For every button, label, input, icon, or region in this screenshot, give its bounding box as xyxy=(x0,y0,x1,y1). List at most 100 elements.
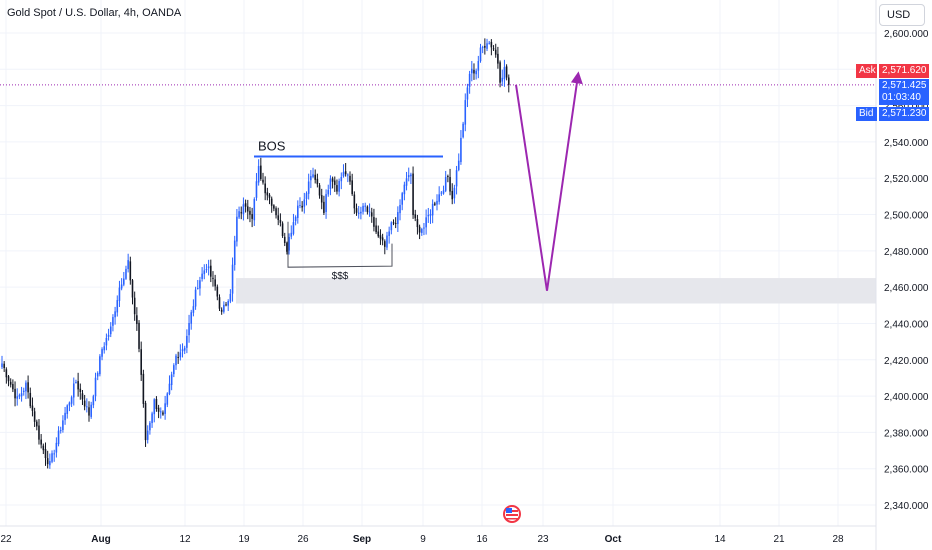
candle[interactable] xyxy=(447,174,449,183)
candle[interactable] xyxy=(318,183,321,199)
candle[interactable] xyxy=(316,173,319,188)
candle[interactable] xyxy=(46,450,49,469)
candle[interactable] xyxy=(342,164,345,178)
candle[interactable] xyxy=(99,354,101,377)
candle[interactable] xyxy=(162,410,164,416)
candle[interactable] xyxy=(449,168,451,196)
candle[interactable] xyxy=(18,393,21,400)
candle[interactable] xyxy=(370,207,373,223)
candle[interactable] xyxy=(77,372,79,397)
candle[interactable] xyxy=(283,232,286,247)
candle[interactable] xyxy=(466,83,469,108)
candle[interactable] xyxy=(425,209,427,235)
candle[interactable] xyxy=(373,208,375,232)
candle[interactable] xyxy=(255,173,258,201)
candle[interactable] xyxy=(444,170,447,193)
candle[interactable] xyxy=(453,184,456,204)
candle[interactable] xyxy=(103,342,106,354)
candle[interactable] xyxy=(266,187,269,201)
candle[interactable] xyxy=(40,434,42,449)
candle[interactable] xyxy=(66,404,69,419)
candle[interactable] xyxy=(486,38,488,52)
candle[interactable] xyxy=(157,404,160,419)
candle[interactable] xyxy=(320,188,323,210)
candle[interactable] xyxy=(244,199,247,213)
candle[interactable] xyxy=(503,59,506,87)
candle[interactable] xyxy=(294,215,297,226)
candle[interactable] xyxy=(181,343,184,358)
candle[interactable] xyxy=(107,328,110,341)
candle[interactable] xyxy=(464,93,467,132)
candle[interactable] xyxy=(159,407,162,419)
price-axis[interactable]: 2,600.0002,580.0002,560.0002,540.0002,52… xyxy=(884,29,929,512)
candle[interactable] xyxy=(125,265,127,280)
candle[interactable] xyxy=(434,201,436,206)
candle[interactable] xyxy=(410,172,412,185)
candle[interactable] xyxy=(397,206,399,232)
candle[interactable] xyxy=(170,371,173,391)
candle[interactable] xyxy=(55,437,58,458)
candle[interactable] xyxy=(31,397,34,417)
candle[interactable] xyxy=(381,233,384,246)
candle[interactable] xyxy=(123,271,125,287)
candle[interactable] xyxy=(288,233,290,255)
candle[interactable] xyxy=(240,206,243,220)
candle[interactable] xyxy=(431,199,434,224)
candle[interactable] xyxy=(51,450,53,464)
candle[interactable] xyxy=(183,345,186,355)
candle[interactable] xyxy=(49,453,51,469)
candle[interactable] xyxy=(168,375,171,396)
candle[interactable] xyxy=(57,426,60,447)
candle[interactable] xyxy=(227,299,229,312)
candle[interactable] xyxy=(175,353,177,370)
candle[interactable] xyxy=(86,398,88,413)
candle[interactable] xyxy=(149,420,151,435)
candle[interactable] xyxy=(220,307,223,315)
candle[interactable] xyxy=(401,191,403,211)
candle[interactable] xyxy=(364,202,367,212)
candle[interactable] xyxy=(299,197,301,209)
candle[interactable] xyxy=(118,280,121,307)
candle[interactable] xyxy=(192,299,195,317)
candle[interactable] xyxy=(7,375,10,387)
candle[interactable] xyxy=(33,407,36,427)
candle[interactable] xyxy=(75,379,77,384)
candle[interactable] xyxy=(179,344,182,361)
candle[interactable] xyxy=(273,204,275,212)
candle[interactable] xyxy=(333,176,336,192)
candle[interactable] xyxy=(68,401,71,412)
candle[interactable] xyxy=(327,184,330,197)
candle[interactable] xyxy=(362,203,364,215)
candle[interactable] xyxy=(151,411,153,428)
candle[interactable] xyxy=(423,222,425,236)
candle[interactable] xyxy=(349,171,351,185)
candle[interactable] xyxy=(251,207,253,228)
candle[interactable] xyxy=(312,167,314,179)
projection-path[interactable] xyxy=(515,75,579,291)
candle[interactable] xyxy=(129,256,132,285)
candle[interactable] xyxy=(131,279,134,305)
candle[interactable] xyxy=(25,380,27,400)
candle[interactable] xyxy=(325,189,327,219)
candle[interactable] xyxy=(53,449,55,462)
candle[interactable] xyxy=(36,419,38,431)
candle[interactable] xyxy=(427,207,430,223)
candle[interactable] xyxy=(3,361,5,372)
candle[interactable] xyxy=(468,70,471,94)
candle[interactable] xyxy=(305,191,308,206)
candle[interactable] xyxy=(214,274,216,291)
candle[interactable] xyxy=(366,205,369,215)
candle[interactable] xyxy=(438,186,440,205)
candle[interactable] xyxy=(301,201,303,212)
candle[interactable] xyxy=(238,206,240,219)
candle[interactable] xyxy=(323,195,325,215)
currency-button[interactable]: USD xyxy=(879,4,925,26)
candle[interactable] xyxy=(286,241,288,255)
candle[interactable] xyxy=(42,443,45,455)
candle[interactable] xyxy=(1,355,3,369)
candle[interactable] xyxy=(229,289,232,304)
candle[interactable] xyxy=(257,159,260,186)
candle[interactable] xyxy=(429,209,432,224)
candle[interactable] xyxy=(83,394,86,411)
